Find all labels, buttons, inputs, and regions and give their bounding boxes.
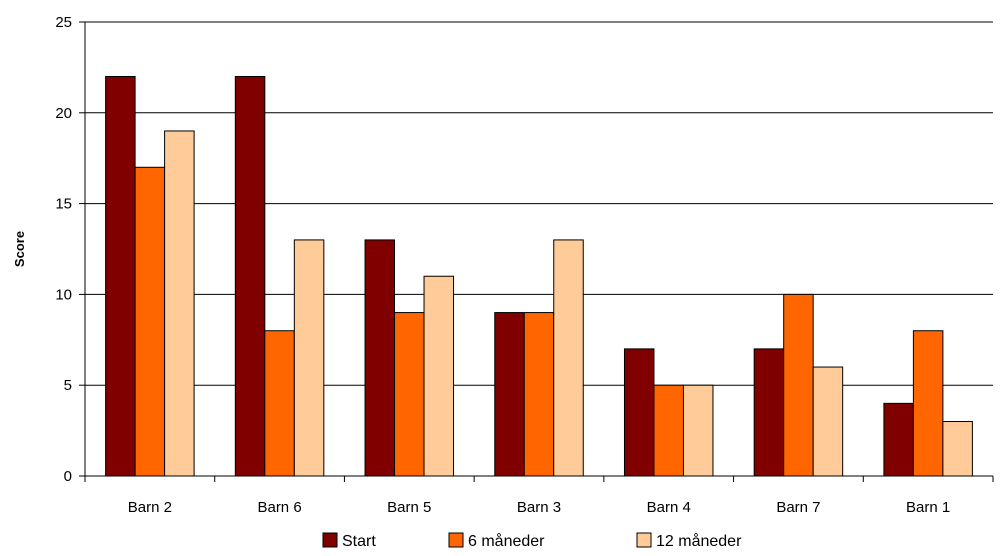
legend-item: 12 måneder bbox=[636, 532, 742, 550]
x-tick-label: Barn 4 bbox=[647, 499, 691, 516]
bar-barn-5-series-0 bbox=[364, 239, 396, 477]
bar-barn-6-series-0 bbox=[234, 75, 266, 477]
y-tick-label: 25 bbox=[55, 14, 72, 31]
legend-label: 6 måneder bbox=[468, 532, 545, 550]
y-tick-label: 15 bbox=[55, 196, 72, 213]
y-tick-label: 10 bbox=[55, 286, 72, 303]
bar-barn-3-series-1 bbox=[523, 312, 555, 477]
bar-barn-3-series-0 bbox=[494, 312, 525, 477]
legend-item: Start bbox=[322, 532, 376, 550]
x-tick-label: Barn 6 bbox=[257, 499, 301, 516]
x-tick-label: Barn 1 bbox=[906, 499, 950, 516]
bar-barn-7-series-2 bbox=[812, 366, 844, 477]
bar-barn-7-series-1 bbox=[783, 293, 814, 477]
y-tick-label: 0 bbox=[64, 468, 72, 485]
bar-barn-4-series-2 bbox=[682, 384, 714, 477]
bar-barn-6-series-1 bbox=[264, 330, 295, 477]
y-axis-label: Score bbox=[12, 231, 27, 267]
legend-swatch bbox=[322, 532, 338, 548]
bar-barn-7-series-0 bbox=[753, 348, 785, 477]
legend-swatch bbox=[636, 532, 652, 548]
legend-label: Start bbox=[342, 533, 376, 550]
x-tick-label: Barn 2 bbox=[128, 499, 172, 516]
x-tick-label: Barn 3 bbox=[517, 499, 561, 516]
y-tick-label: 20 bbox=[55, 105, 72, 122]
x-tick-label: Barn 5 bbox=[387, 499, 431, 516]
bar-barn-2-series-0 bbox=[105, 75, 136, 477]
bar-barn-5-series-1 bbox=[394, 312, 425, 477]
bar-barn-6-series-2 bbox=[293, 239, 325, 477]
bar-barn-2-series-1 bbox=[134, 166, 166, 477]
legend-label: 12 måneder bbox=[656, 532, 742, 550]
bar-barn-5-series-2 bbox=[423, 275, 455, 477]
bar-barn-3-series-2 bbox=[553, 239, 584, 477]
bar-barn-4-series-0 bbox=[623, 348, 655, 477]
bar-barn-1-series-1 bbox=[912, 330, 944, 477]
bar-barn-1-series-0 bbox=[883, 402, 914, 477]
y-tick-label: 5 bbox=[64, 377, 72, 394]
bar-barn-2-series-2 bbox=[164, 130, 195, 477]
legend-swatch bbox=[448, 532, 464, 548]
bar-barn-1-series-2 bbox=[942, 421, 973, 477]
x-tick-label: Barn 7 bbox=[776, 499, 820, 516]
legend-item: 6 måneder bbox=[448, 532, 545, 550]
bar-barn-4-series-1 bbox=[653, 384, 684, 477]
